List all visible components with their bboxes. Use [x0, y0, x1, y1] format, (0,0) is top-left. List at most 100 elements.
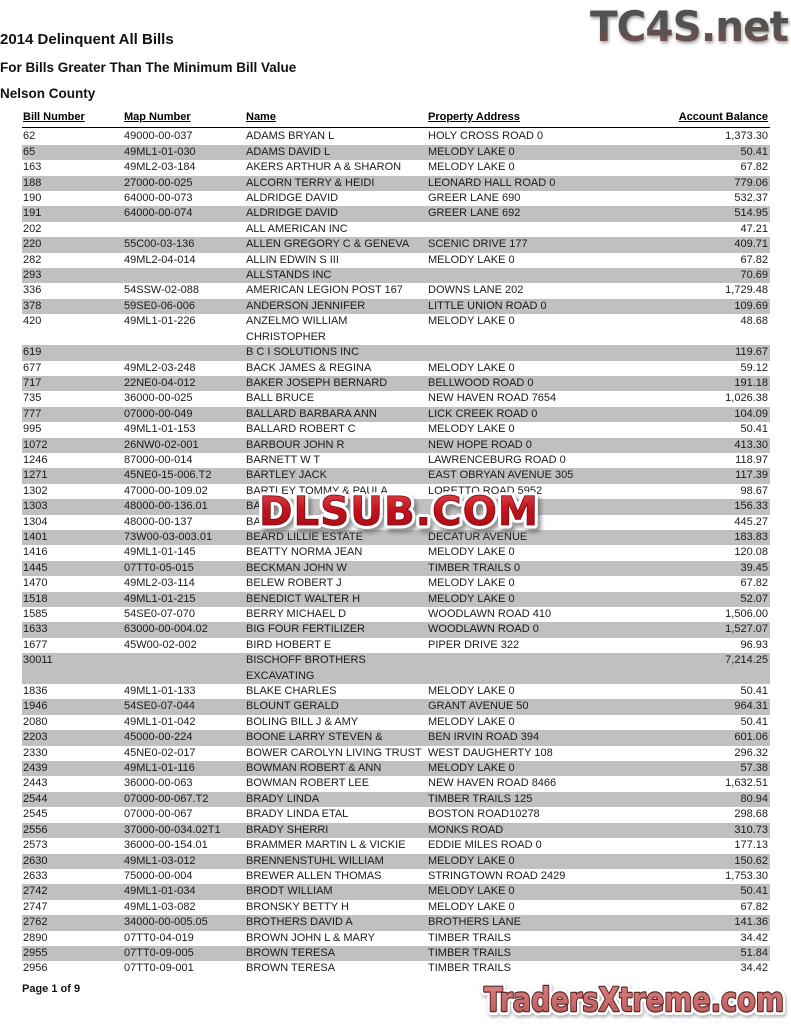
cell-map: 49ML2-04-014 [124, 253, 196, 266]
cell-map: 48000-00-137 [124, 515, 193, 528]
cell-name: BROTHERS DAVID A [246, 916, 353, 929]
cell-address: MELODY LAKE 0 [428, 423, 515, 436]
cell-address: DECATUR AVENUE [428, 530, 528, 543]
table-row: 282 49ML2-04-014 ALLIN EDWIN S III MELODY L… [22, 253, 770, 268]
cell-name: BECKMAN JOHN W [246, 561, 347, 574]
cell-bill: 62 [23, 130, 36, 143]
cell-balance: 98.67 [740, 484, 768, 497]
header-property-address: Property Address [428, 111, 520, 123]
table-body: 62 49000-00-037 ADAMS BRYAN L HOLY CROSS RO… [22, 129, 770, 976]
cell-bill: 2956 [23, 962, 48, 975]
cell-map: 64000-00-074 [124, 207, 193, 220]
cell-map: 48000-00-136.01 [124, 500, 208, 513]
cell-name: BERRY MICHAEL D [246, 608, 347, 620]
cell-map: 54SE0-07-044 [124, 700, 195, 713]
tradersxtreme-watermark: TradersXtreme.com TradersXtreme.com [480, 976, 788, 1023]
cell-address: WOODLAWN ROAD 410 [428, 608, 552, 620]
table-row: 1271 45NE0-15-006.T2 BARTLEY JACK EAST OBRY… [22, 468, 770, 484]
cell-bill: 1470 [23, 577, 48, 590]
cell-address: MELODY LAKE 0 [428, 715, 515, 728]
cell-balance: 70.69 [740, 269, 768, 282]
cell-name: BARBOUR JOHN R [246, 438, 345, 451]
cell-balance: 296.32 [734, 746, 768, 759]
cell-balance: 532.37 [734, 192, 768, 205]
cell-address: MELODY LAKE 0 [428, 315, 515, 328]
cell-bill: 677 [23, 361, 42, 374]
cell-balance: 298.68 [734, 808, 768, 821]
cell-name: BALLARD BARBARA ANN [246, 407, 377, 420]
tradersxtreme-watermark-text: TradersXtreme.com [484, 980, 784, 1019]
cell-address: MELODY LAKE 0 [428, 145, 515, 158]
cell-balance: 57.38 [740, 762, 768, 775]
cell-balance: 118.97 [735, 453, 768, 466]
cell-name: BISCHOFF BROTHERS EXCAVATING [246, 654, 366, 682]
cell-bill: 1271 [23, 469, 48, 482]
cell-address: HOLY CROSS ROAD 0 [428, 130, 544, 143]
table-row: 2747 49ML1-03-082 BRONSKY BETTY H MELODY LA… [22, 900, 770, 915]
cell-bill: 2556 [23, 823, 48, 836]
table-row: 619 B C I SOLUTIONS INC 119.67 [22, 345, 770, 361]
cell-balance: 156.33 [734, 500, 768, 513]
table-row: 995 49ML1-01-153 BALLARD ROBERT C MELODY LA… [22, 422, 770, 437]
cell-name: BARNETT W T [246, 453, 321, 466]
cell-name: ADAMS BRYAN L [246, 130, 335, 143]
cell-name: BARTLEY TOMMY & PAULA [246, 484, 388, 497]
cell-balance: 120.08 [734, 546, 768, 559]
cell-address: MELODY LAKE 0 [428, 592, 515, 605]
cell-map: 49ML1-03-082 [124, 900, 196, 913]
cell-map: 49ML1-01-116 [124, 762, 195, 775]
cell-name: BRODT WILLIAM [246, 885, 333, 898]
cell-map: 49ML1-01-145 [124, 546, 196, 559]
cell-bill: 717 [23, 376, 42, 389]
table-row: 378 59SE0-06-006 ANDERSON JENNIFER LITTLE U… [22, 298, 770, 315]
cell-map: 49ML1-01-034 [124, 885, 196, 898]
header-bill-number: Bill Number [23, 111, 85, 123]
cell-address: TIMBER TRAILS 125 [428, 792, 533, 805]
page-subtitle: For Bills Greater Than The Minimum Bill … [0, 60, 297, 75]
cell-name: BIG FOUR FERTILIZER [246, 623, 365, 636]
cell-map: 47000-00-109.02 [124, 484, 208, 497]
cell-address: NEW HOPE ROAD 0 [428, 438, 532, 451]
tc4s-watermark-text: TC4S.net [590, 3, 789, 49]
cell-bill: 1836 [23, 685, 48, 698]
cell-balance: 119.67 [735, 346, 768, 359]
table-row: 1416 49ML1-01-145 BEATTY NORMA JEAN MELODY … [22, 545, 770, 560]
cell-map: 49ML2-03-114 [124, 577, 195, 590]
cell-bill: 163 [23, 161, 42, 174]
tc4s-watermark: TC4S.net [590, 3, 790, 49]
cell-bill: 2762 [23, 916, 48, 929]
cell-map: 07TT0-05-015 [124, 561, 194, 574]
cell-map: 49ML1-01-226 [124, 315, 196, 328]
cell-bill: 2439 [23, 762, 48, 775]
cell-name: BA [246, 500, 261, 513]
cell-address: MELODY LAKE 0 [428, 577, 515, 590]
cell-balance: 67.82 [740, 161, 768, 174]
table-row: 1303 48000-00-136.01 BA 156.33 [22, 499, 770, 515]
cell-bill: 1633 [23, 623, 48, 636]
cell-map: 07000-00-067 [124, 808, 193, 821]
cell-balance: 52.07 [740, 592, 768, 605]
cell-name: BROWN TERESA [246, 946, 336, 959]
dlsub-watermark-text-top: DLSUB.COM [259, 489, 539, 535]
table-row: 1677 45W00-02-002 BIRD HOBERT E PIPER DRIVE… [22, 638, 770, 653]
cell-name: BRAMMER MARTIN L & VICKIE [246, 839, 406, 852]
cell-address: GREER LANE 690 [428, 192, 521, 205]
cell-balance: 48.68 [740, 315, 768, 328]
cell-map: 49ML1-01-030 [124, 145, 196, 158]
cell-address: BOSTON ROAD10278 [428, 808, 540, 821]
cell-balance: 50.41 [740, 715, 768, 728]
cell-address: NEW HAVEN ROAD 8466 [428, 777, 557, 790]
table-row: 1401 73W00-03-003.01 BEARD LILLIE ESTATE DE… [22, 529, 770, 546]
cell-balance: 109.69 [734, 299, 768, 312]
cell-bill: 220 [23, 238, 42, 251]
cell-address: SCENIC DRIVE 177 [428, 238, 528, 251]
cell-bill: 2080 [23, 715, 48, 728]
cell-bill: 1304 [23, 515, 48, 528]
table-row: 2556 37000-00-034.02T1 BRADY SHERRI MONKS R… [22, 822, 770, 839]
cell-name: BAKER JOSEPH BERNARD [246, 376, 388, 389]
cell-map: 49ML2-03-184 [124, 161, 196, 174]
cell-name: BLAKE CHARLES [246, 685, 337, 698]
cell-balance: 50.41 [740, 423, 768, 436]
table-row: 2630 49ML1-03-012 BRENNENSTUHL WILLIAM MELO… [22, 853, 770, 869]
cell-balance: 183.83 [734, 530, 768, 543]
